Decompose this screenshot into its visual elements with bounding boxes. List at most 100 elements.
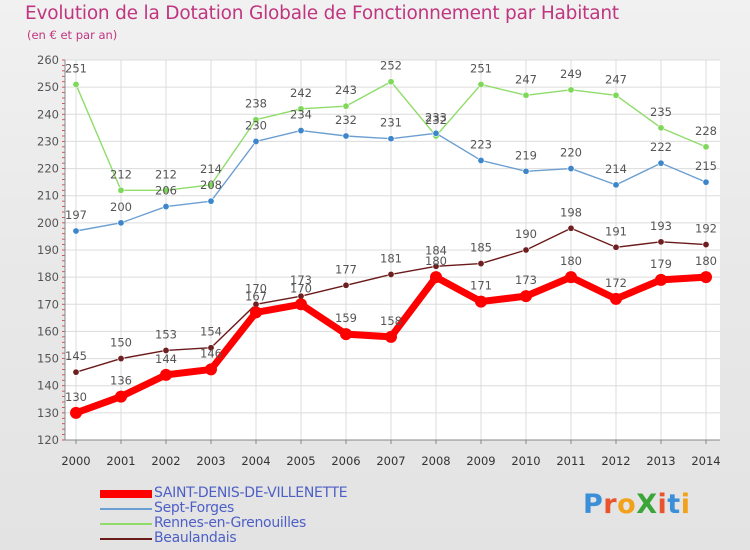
data-point-1	[342, 132, 350, 140]
data-label: 251	[470, 61, 492, 75]
data-point-1	[612, 181, 620, 189]
data-label: 247	[515, 72, 537, 86]
y-tick-label: 190	[37, 243, 59, 257]
x-tick-label: 2010	[511, 454, 540, 468]
x-tick-label: 2008	[421, 454, 450, 468]
data-label: 170	[290, 281, 312, 295]
data-point-1	[387, 135, 395, 143]
data-label: 232	[425, 113, 447, 127]
data-point-0	[655, 273, 667, 286]
data-point-3	[387, 270, 395, 278]
legend-label: SAINT-DENIS-DE-VILLENETTE	[154, 485, 348, 501]
data-point-1	[432, 129, 440, 137]
data-point-3	[612, 243, 620, 251]
data-label: 180	[425, 254, 447, 268]
y-tick-label: 180	[37, 270, 59, 284]
data-label: 153	[155, 327, 177, 341]
data-label: 180	[695, 254, 717, 268]
data-label: 179	[650, 257, 672, 271]
data-label: 247	[605, 72, 627, 86]
data-label: 159	[335, 311, 357, 325]
data-label: 185	[470, 241, 492, 255]
data-point-0	[160, 368, 172, 381]
data-label: 238	[245, 97, 267, 111]
data-label: 130	[65, 390, 87, 404]
data-label: 214	[605, 162, 627, 176]
data-label: 170	[245, 281, 267, 295]
data-point-0	[70, 406, 82, 419]
data-point-1	[207, 197, 215, 205]
data-label: 228	[695, 124, 717, 138]
data-point-2	[297, 105, 305, 113]
legend-label: Beaulandais	[154, 530, 237, 546]
chart-subtitle: (en € et par an)	[27, 28, 118, 42]
data-label: 235	[650, 105, 672, 119]
data-point-3	[72, 368, 80, 376]
data-point-1	[567, 165, 575, 173]
data-label: 191	[605, 224, 627, 238]
legend-item: Rennes-en-Grenouilles	[100, 516, 347, 531]
data-point-1	[657, 159, 665, 167]
data-label: 222	[650, 140, 672, 154]
legend-item: SAINT-DENIS-DE-VILLENETTE	[100, 485, 348, 501]
data-label: 193	[650, 219, 672, 233]
data-label: 150	[110, 336, 132, 350]
legend-label: Sept-Forges	[154, 500, 235, 516]
data-label: 184	[425, 243, 447, 257]
y-tick-label: 220	[37, 162, 59, 176]
y-tick-label: 150	[37, 352, 59, 366]
data-label: 190	[515, 227, 537, 241]
data-point-0	[205, 363, 217, 376]
x-tick-label: 2009	[466, 454, 495, 468]
data-label: 180	[560, 254, 582, 268]
data-point-2	[387, 78, 395, 86]
data-label: 223	[470, 137, 492, 151]
data-point-3	[432, 262, 440, 270]
data-label: 197	[65, 208, 87, 222]
data-point-1	[72, 227, 80, 235]
data-point-2	[657, 124, 665, 132]
data-point-0	[340, 328, 352, 341]
data-point-3	[342, 281, 350, 289]
data-label: 212	[155, 167, 177, 181]
data-point-2	[567, 86, 575, 94]
data-label: 230	[245, 118, 267, 132]
y-tick-label: 160	[37, 324, 59, 338]
data-label: 192	[695, 222, 717, 236]
data-point-3	[117, 355, 125, 363]
data-label: 215	[695, 159, 717, 173]
x-tick-label: 2013	[646, 454, 675, 468]
data-label: 173	[290, 273, 312, 287]
y-tick-label: 130	[37, 406, 59, 420]
data-label: 172	[605, 276, 627, 290]
data-point-3	[657, 238, 665, 246]
data-point-0	[115, 390, 127, 403]
data-point-1	[522, 167, 530, 175]
y-tick-label: 250	[37, 80, 59, 94]
data-label: 233	[425, 110, 447, 124]
data-point-2	[522, 91, 530, 99]
x-tick-label: 2003	[196, 454, 225, 468]
y-tick-label: 140	[37, 379, 59, 393]
x-tick-label: 2012	[601, 454, 630, 468]
data-label: 212	[110, 167, 132, 181]
proxiti-logo: ProXiti	[583, 489, 691, 520]
data-point-2	[477, 80, 485, 88]
data-point-0	[700, 271, 712, 284]
x-tick-label: 2000	[61, 454, 90, 468]
data-label: 144	[155, 352, 177, 366]
data-point-2	[117, 186, 125, 194]
data-label: 146	[200, 346, 222, 360]
data-label: 158	[380, 314, 402, 328]
x-tick-label: 2011	[556, 454, 585, 468]
data-label: 249	[560, 67, 582, 81]
data-label: 177	[335, 262, 357, 276]
data-point-2	[342, 102, 350, 110]
x-tick-label: 2004	[241, 454, 270, 468]
data-label: 206	[155, 184, 177, 198]
data-label: 232	[335, 113, 357, 127]
data-label: 171	[470, 279, 492, 293]
legend-item: Sept-Forges	[100, 501, 347, 516]
data-point-3	[702, 241, 710, 249]
